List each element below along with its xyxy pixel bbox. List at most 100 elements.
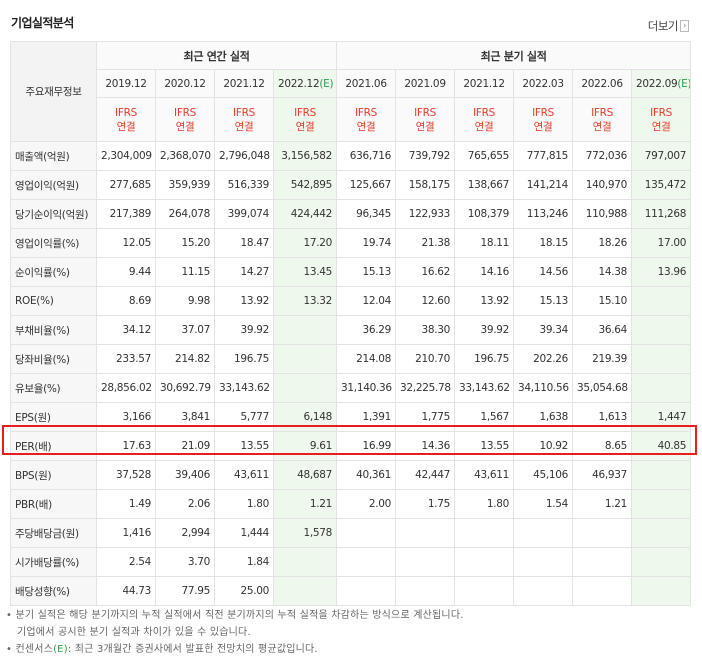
more-link[interactable]: 더보기 › [648,18,689,34]
table-cell [631,373,692,403]
table-row: EPS(원) 3,166 3,841 5,777 6,148 1,391 1,775 1,56… [10,402,692,432]
table-cell [631,315,692,345]
table-cell: 1,638 [513,402,574,432]
ifrs-label: IFRS [115,106,137,119]
period-header: 2021.06 [336,69,397,98]
table-cell [272,547,338,577]
annual-group-header: 최근 연간 실적 [95,41,338,70]
table-cell [336,576,397,606]
table-cell [631,576,692,606]
table-cell: 8.65 [572,431,633,461]
row-label: PER(배) [10,431,97,461]
table-row: 당좌비율(%) 233.57 214.82 196.75 214.08 210.70 196… [10,344,692,374]
table-cell: 33,143.62 [454,373,515,403]
table-cell: 34.12 [96,315,156,345]
table-row: 유보율(%) 28,856.02 30,692.79 33,143.62 31,140.… [10,373,692,403]
table-cell: 40,361 [336,460,397,490]
note-3-suffix: : 최근 3개월간 증권사에서 발표한 전망치의 평균값입니다. [67,644,318,655]
table-cell: 196.75 [214,344,274,374]
table-cell: 1.54 [513,489,574,519]
table-cell: 542,895 [272,170,338,200]
table-cell: 33,143.62 [214,373,274,403]
estimate-mark: (E) [677,77,691,90]
table-cell: 44.73 [96,576,156,606]
page-title: 기업실적분석 [11,16,74,30]
table-cell: 5,777 [214,402,274,432]
table-cell [454,576,515,606]
table-cell: 17.63 [96,431,156,461]
table-cell: 765,655 [454,141,515,171]
table-cell [513,518,574,548]
table-cell: 777,815 [513,141,574,171]
table-cell: 39,406 [155,460,215,490]
table-cell [631,286,692,316]
table-cell: 12.05 [96,228,156,258]
table-cell: 140,970 [572,170,633,200]
ifrs-header: IFRS 연결 [96,97,156,142]
ifrs-header: IFRS 연결 [395,97,456,142]
period-label: 2022.03 [522,77,564,90]
table-cell: 19.74 [336,228,397,258]
table-cell: 1,613 [572,402,633,432]
table-cell [272,373,338,403]
table-cell: 264,078 [155,199,215,229]
table-row: 당기순이익(억원) 217,389 264,078 399,074 424,442 96,… [10,199,692,229]
table-cell: 17.20 [272,228,338,258]
table-cell: 36.64 [572,315,633,345]
table-cell: 28,856.02 [96,373,156,403]
period-label: 2019.12 [105,77,147,90]
row-label: 영업이익(억원) [10,170,97,200]
table-cell: 17.00 [631,228,692,258]
ifrs-label: IFRS [414,106,436,119]
table-row: 순이익률(%) 9.44 11.15 14.27 13.45 15.13 16.62 14.1… [10,257,692,287]
table-cell [454,547,515,577]
table-cell: 30,692.79 [155,373,215,403]
table-cell: 158,175 [395,170,456,200]
table-cell: 18.47 [214,228,274,258]
ifrs-label: IFRS [591,106,613,119]
ifrs-label: IFRS [174,106,196,119]
table-cell: 1.49 [96,489,156,519]
table-cell: 11.15 [155,257,215,287]
table-cell: 3,841 [155,402,215,432]
table-cell [631,460,692,490]
table-row: 시가배당률(%) 2.54 3.70 1.84 [10,547,692,577]
table-cell [395,518,456,548]
table-cell: 18.15 [513,228,574,258]
period-label: 2021.09 [404,77,446,90]
table-cell: 202.26 [513,344,574,374]
table-row: 영업이익률(%) 12.05 15.20 18.47 17.20 19.74 21.38 18… [10,228,692,258]
table-row: 매출액(억원) 2,304,009 2,368,070 2,796,048 3,156,… [10,141,692,171]
table-cell: 1,391 [336,402,397,432]
table-cell: 6,148 [272,402,338,432]
table-cell [272,344,338,374]
table-cell [395,576,456,606]
table-cell: 15.13 [513,286,574,316]
table-cell: 13.45 [272,257,338,287]
estimate-mark: (E) [53,644,68,655]
period-header: 2020.12 [155,69,215,98]
consolidated-label: 연결 [474,120,494,133]
table-cell: 113,246 [513,199,574,229]
table-row: BPS(원) 37,528 39,406 43,611 48,687 40,361 42,4… [10,460,692,490]
financial-table: 주요재무정보 최근 연간 실적 최근 분기 실적 2019.12 2020.12 2… [10,41,692,606]
table-cell: 1,416 [96,518,156,548]
consolidated-label: 연결 [592,120,612,133]
table-cell: 16.99 [336,431,397,461]
table-cell: 111,268 [631,199,692,229]
table-cell [513,576,574,606]
ifrs-header: IFRS 연결 [572,97,633,142]
table-cell: 12.04 [336,286,397,316]
table-cell: 772,036 [572,141,633,171]
period-label: 2021.06 [345,77,387,90]
table-cell: 9.61 [272,431,338,461]
table-cell: 219.39 [572,344,633,374]
row-label: 매출액(억원) [10,141,97,171]
table-cell: 2,304,009 [96,141,156,171]
period-header: 2022.06 [572,69,633,98]
table-cell: 1.21 [272,489,338,519]
table-row: ROE(%) 8.69 9.98 13.92 13.32 12.04 12.60 13.92 1… [10,286,692,316]
table-cell: 77.95 [155,576,215,606]
table-cell: 138,667 [454,170,515,200]
table-cell: 14.16 [454,257,515,287]
